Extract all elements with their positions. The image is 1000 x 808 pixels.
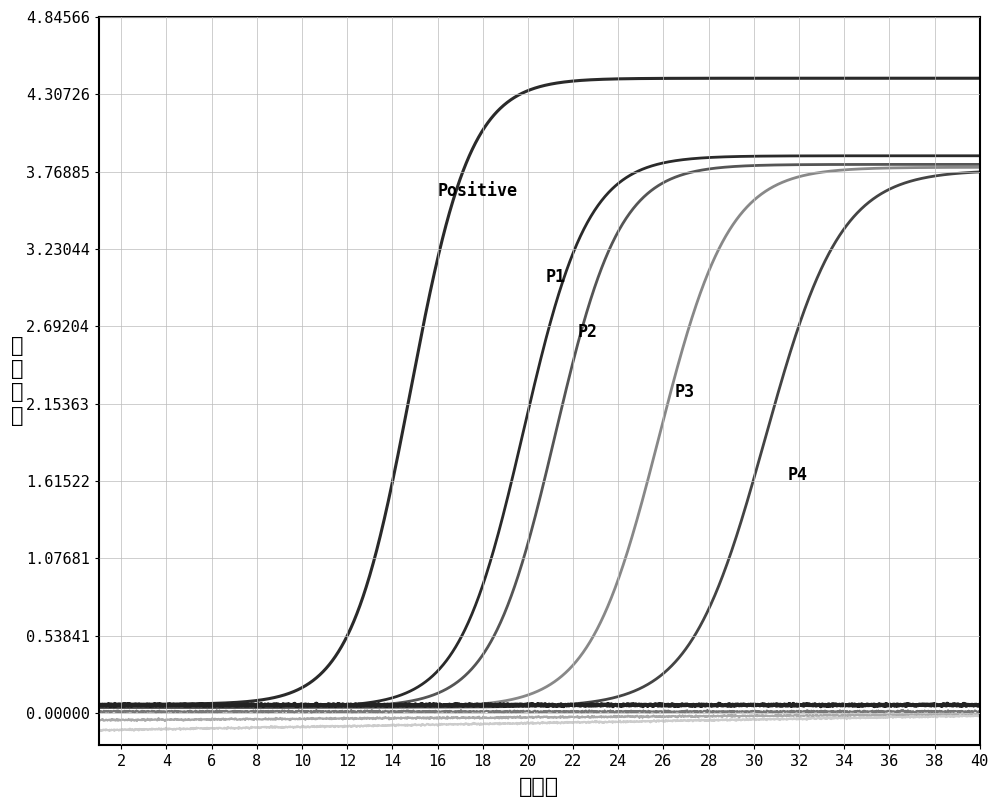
Text: P4: P4 — [788, 466, 808, 484]
Text: P1: P1 — [546, 268, 566, 286]
Text: P2: P2 — [578, 322, 598, 341]
X-axis label: 循环数: 循环数 — [519, 776, 559, 797]
Text: P3: P3 — [675, 383, 695, 401]
Text: Positive: Positive — [438, 182, 518, 200]
Y-axis label: 药
光
强
度: 药 光 强 度 — [11, 336, 24, 426]
